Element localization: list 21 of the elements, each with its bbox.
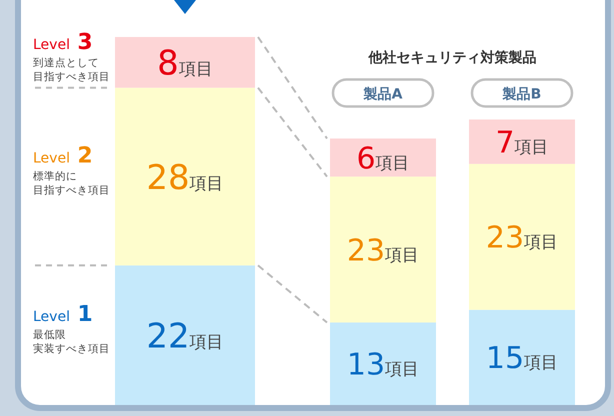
x-tick-label: 製品B <box>502 86 542 102</box>
text: 最低限 <box>33 329 66 342</box>
data-label: 7項目 <box>495 125 549 160</box>
x-tick-label: 製品A <box>362 86 403 102</box>
data-label: 23項目 <box>346 233 420 268</box>
data-label: 6項目 <box>356 141 410 176</box>
text: 標準的に <box>33 170 77 183</box>
text: 実装すべき項目 <box>33 342 110 356</box>
data-label: 28項目 <box>146 158 224 198</box>
text: 到達点として <box>33 56 99 69</box>
data-label: 8項目 <box>157 44 213 84</box>
text: 目指すべき項目 <box>33 184 110 197</box>
series-label: Level 2 <box>33 144 93 169</box>
data-label: 15項目 <box>486 341 558 376</box>
data-label: 22項目 <box>146 316 224 356</box>
text: 目指すべき項目 <box>33 71 110 83</box>
annotation: 他社セキュリティ対策製品 <box>368 49 536 66</box>
data-label: 13項目 <box>346 348 420 383</box>
data-label: 23項目 <box>486 220 558 256</box>
series-label: Level 3 <box>33 30 93 55</box>
series-label: Level 1 <box>33 302 93 328</box>
